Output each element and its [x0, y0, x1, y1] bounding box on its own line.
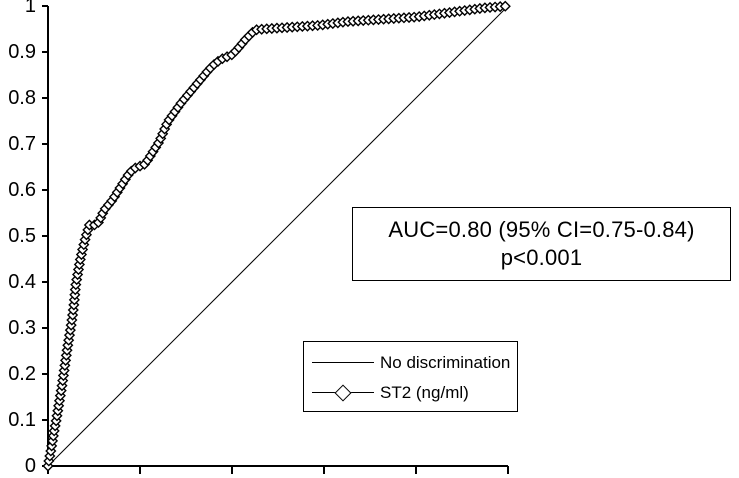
legend-line-sample-icon	[310, 354, 376, 372]
legend-item-no-discrimination: No discrimination	[310, 348, 509, 378]
auc-annotation-line-1: AUC=0.80 (95% CI=0.75-0.84)	[388, 216, 694, 244]
y-axis-tick-label: 0.3	[0, 318, 36, 338]
y-axis-tick-label: 1	[0, 0, 36, 16]
auc-annotation-box: AUC=0.80 (95% CI=0.75-0.84) p<0.001	[352, 207, 731, 281]
y-axis-tick-label: 0	[0, 456, 36, 476]
legend-label-no-discrimination: No discrimination	[380, 354, 510, 372]
roc-chart: 0 0.1 0.2 0.3 0.4 0.5 0.6 0.7 0.8 0.9 1 AUC=0.80 (…	[0, 0, 739, 478]
legend-label-st2: ST2 (ng/ml)	[380, 384, 469, 402]
chart-legend: No discrimination ST2 (ng/ml)	[303, 341, 518, 412]
y-axis-tick-label: 0.2	[0, 364, 36, 384]
y-axis-tick-label: 0.4	[0, 272, 36, 292]
y-axis-tick-label: 0.8	[0, 88, 36, 108]
legend-item-st2: ST2 (ng/ml)	[310, 378, 509, 408]
y-axis-tick-label: 0.6	[0, 180, 36, 200]
y-axis-tick-label: 0.1	[0, 410, 36, 430]
auc-annotation-line-2: p<0.001	[501, 244, 583, 272]
y-axis-tick-label: 0.5	[0, 226, 36, 246]
legend-diamond-marker-icon	[310, 384, 376, 402]
y-axis-tick-label: 0.9	[0, 42, 36, 62]
y-axis-tick-label: 0.7	[0, 134, 36, 154]
